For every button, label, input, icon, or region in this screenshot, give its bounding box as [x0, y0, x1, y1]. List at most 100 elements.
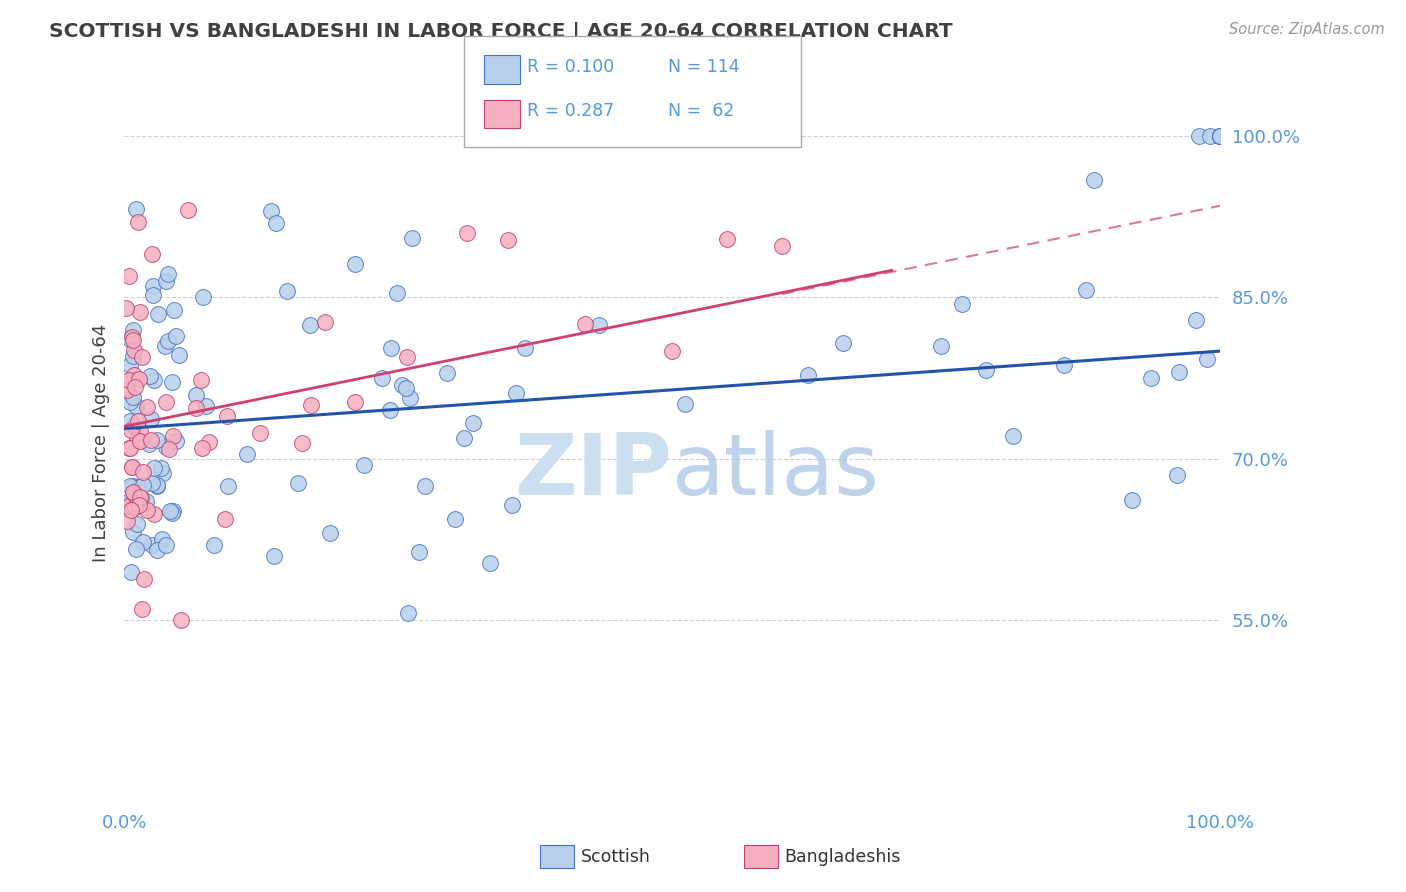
Point — [125, 399, 148, 413]
Point — [588, 318, 610, 333]
Point — [157, 267, 180, 281]
Point — [260, 203, 283, 218]
Point — [118, 441, 141, 455]
Point — [299, 318, 322, 332]
Point — [142, 507, 165, 521]
Point — [396, 350, 419, 364]
Point — [120, 566, 142, 580]
Y-axis label: In Labor Force | Age 20-64: In Labor Force | Age 20-64 — [93, 324, 110, 562]
Point — [716, 232, 738, 246]
Point — [150, 532, 173, 546]
Point — [770, 239, 793, 253]
Point — [124, 418, 146, 433]
Point — [929, 339, 952, 353]
Point — [314, 315, 336, 329]
Point — [950, 296, 973, 310]
Text: ZIP: ZIP — [515, 430, 672, 513]
Point — [443, 512, 465, 526]
Point — [149, 461, 172, 475]
Point — [128, 480, 150, 494]
Point — [453, 431, 475, 445]
Point — [1197, 352, 1219, 367]
Text: SCOTTISH VS BANGLADESHI IN LABOR FORCE | AGE 20-64 CORRELATION CHART: SCOTTISH VS BANGLADESHI IN LABOR FORCE |… — [49, 22, 953, 42]
Point — [343, 256, 366, 270]
Point — [117, 268, 139, 283]
Point — [156, 334, 179, 348]
Point — [145, 478, 167, 492]
Point — [129, 490, 152, 504]
Point — [197, 435, 219, 450]
Text: Scottish: Scottish — [581, 848, 651, 866]
Point — [142, 373, 165, 387]
Point — [1198, 128, 1220, 143]
Point — [287, 476, 309, 491]
Point — [118, 358, 141, 372]
Point — [1209, 128, 1232, 143]
Text: Source: ZipAtlas.com: Source: ZipAtlas.com — [1229, 22, 1385, 37]
Point — [186, 401, 208, 416]
Point — [122, 390, 145, 404]
Point — [413, 479, 436, 493]
Point — [217, 479, 239, 493]
Point — [121, 459, 143, 474]
Point — [1209, 128, 1232, 143]
Point — [1187, 128, 1209, 143]
Point — [385, 286, 408, 301]
Point — [139, 433, 162, 447]
Point — [131, 601, 153, 615]
Point — [463, 416, 485, 430]
Point — [146, 433, 169, 447]
Point — [673, 397, 696, 411]
Text: N =  62: N = 62 — [668, 103, 734, 120]
Point — [124, 379, 146, 393]
Point — [1139, 371, 1161, 385]
Point — [121, 349, 143, 363]
Point — [120, 502, 142, 516]
Point — [177, 202, 200, 217]
Point — [165, 434, 187, 448]
Point — [115, 384, 138, 398]
Point — [163, 303, 186, 318]
Point — [121, 330, 143, 344]
Point — [1083, 173, 1105, 187]
Point — [1168, 365, 1191, 379]
Point — [1121, 492, 1143, 507]
Point — [115, 301, 138, 316]
Point — [131, 535, 153, 549]
Point — [121, 479, 143, 493]
Point — [217, 409, 239, 424]
Point — [264, 216, 287, 230]
Point — [141, 476, 163, 491]
Point — [131, 478, 153, 492]
Point — [391, 377, 413, 392]
Point — [136, 503, 159, 517]
Point — [142, 461, 165, 475]
Point — [1209, 128, 1232, 143]
Point — [1209, 128, 1232, 143]
Point — [129, 491, 152, 505]
Point — [128, 498, 150, 512]
Point — [1074, 283, 1097, 297]
Point — [141, 538, 163, 552]
Point — [214, 512, 236, 526]
Point — [478, 557, 501, 571]
Text: R = 0.287: R = 0.287 — [527, 103, 614, 120]
Point — [118, 333, 141, 347]
Point — [145, 543, 167, 558]
Point — [122, 485, 145, 500]
Point — [344, 395, 367, 409]
Point — [160, 375, 183, 389]
Point — [353, 458, 375, 473]
Point — [129, 305, 152, 319]
Point — [193, 290, 215, 304]
Point — [456, 226, 478, 240]
Point — [191, 441, 214, 455]
Point — [118, 493, 141, 508]
Point — [141, 247, 163, 261]
Point — [249, 426, 271, 441]
Text: N = 114: N = 114 — [668, 58, 740, 76]
Point — [127, 215, 149, 229]
Point — [138, 437, 160, 451]
Point — [127, 413, 149, 427]
Point — [118, 496, 141, 510]
